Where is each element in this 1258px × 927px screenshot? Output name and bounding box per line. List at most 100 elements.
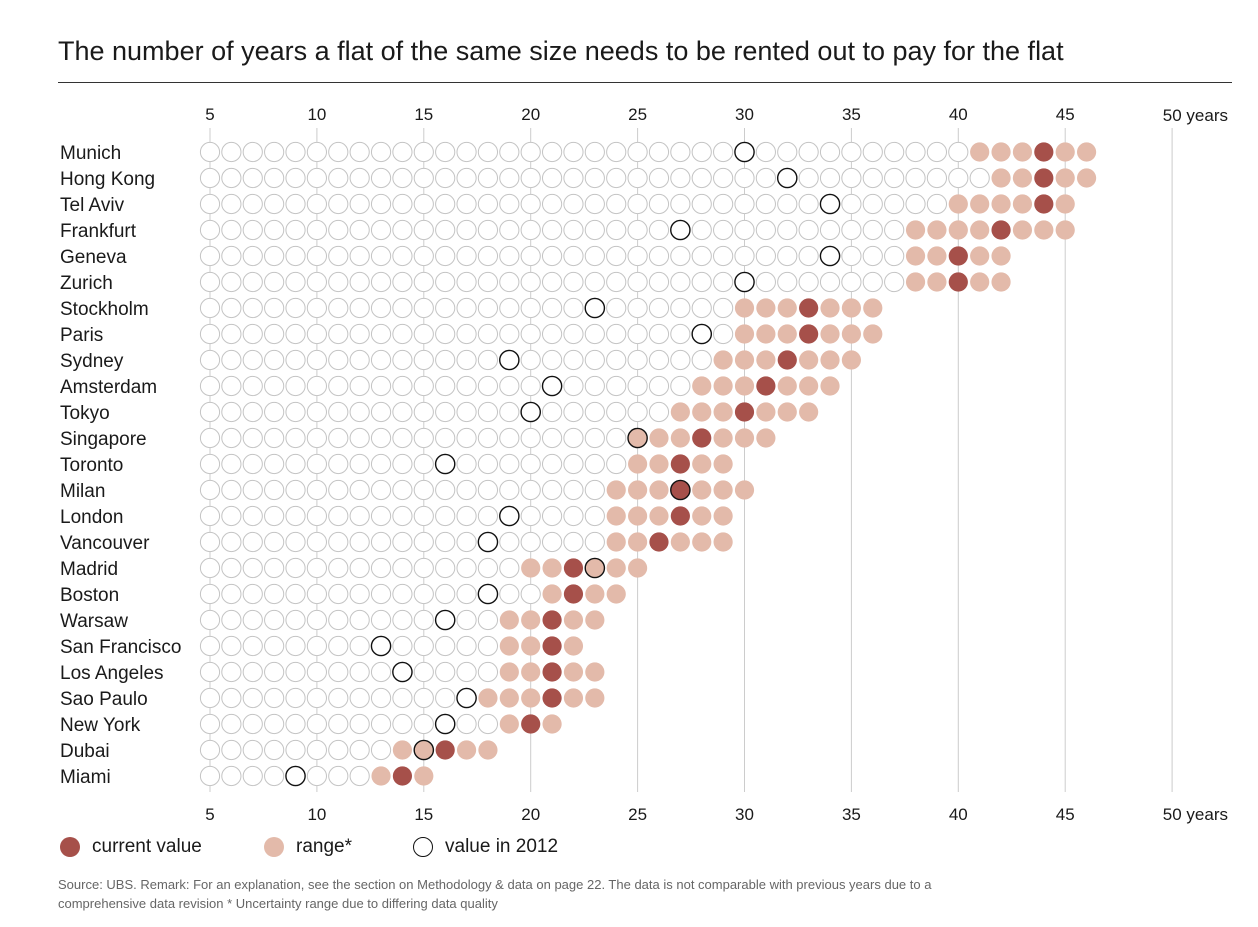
legend-item-current: current value xyxy=(60,836,202,858)
empty-dot xyxy=(948,167,969,189)
empty-dot xyxy=(584,531,605,553)
value-2012-marker xyxy=(541,375,563,397)
x-tick-label-top: 30 xyxy=(735,105,754,124)
empty-dot xyxy=(670,297,691,319)
empty-dot xyxy=(285,609,306,631)
empty-dot xyxy=(199,687,221,709)
empty-dot xyxy=(648,193,670,215)
empty-dot xyxy=(413,141,434,163)
empty-dot xyxy=(392,401,413,423)
x-unit-label-top: 50 years xyxy=(1163,106,1228,125)
range-dot xyxy=(799,402,819,422)
range-dot xyxy=(585,610,605,630)
empty-dot xyxy=(841,219,862,241)
city-label: Tel Aviv xyxy=(60,195,125,216)
range-dot xyxy=(1055,142,1075,162)
x-tick-label-top: 15 xyxy=(414,105,433,124)
empty-dot xyxy=(328,141,349,163)
empty-dot xyxy=(541,297,563,319)
empty-dot xyxy=(349,375,370,397)
empty-dot xyxy=(606,349,627,371)
empty-dot xyxy=(370,687,392,709)
empty-dot xyxy=(670,375,691,397)
range-dot xyxy=(863,298,883,318)
empty-dot xyxy=(242,609,263,631)
empty-dot xyxy=(328,557,349,579)
empty-dot xyxy=(264,401,285,423)
empty-dot xyxy=(670,141,691,163)
city-label: Boston xyxy=(60,585,119,606)
empty-dot xyxy=(349,713,370,735)
empty-dot xyxy=(392,557,413,579)
empty-dot xyxy=(221,375,242,397)
empty-dot xyxy=(456,401,477,423)
empty-dot xyxy=(413,609,434,631)
range-dot xyxy=(841,298,862,318)
empty-dot xyxy=(199,453,221,475)
empty-dot xyxy=(648,401,670,423)
empty-dot xyxy=(584,453,605,475)
empty-dot xyxy=(926,141,948,163)
empty-dot xyxy=(221,141,242,163)
range-dot xyxy=(1055,220,1075,240)
empty-dot xyxy=(328,245,349,267)
empty-dot xyxy=(285,219,306,241)
range-dot xyxy=(927,220,947,240)
empty-dot xyxy=(520,453,541,475)
city-label: Vancouver xyxy=(60,533,150,554)
empty-dot xyxy=(520,245,541,267)
range-dot xyxy=(499,610,519,630)
empty-dot xyxy=(477,297,499,319)
value-2012-marker xyxy=(434,609,456,631)
empty-dot xyxy=(691,349,712,371)
empty-dot xyxy=(541,193,563,215)
city-label: Dubai xyxy=(60,741,110,762)
empty-dot xyxy=(264,609,285,631)
empty-dot xyxy=(456,323,477,345)
empty-dot xyxy=(456,427,477,449)
empty-dot xyxy=(242,141,263,163)
empty-dot xyxy=(413,193,434,215)
x-tick-label-top: 35 xyxy=(842,105,861,124)
empty-dot xyxy=(456,193,477,215)
empty-dot xyxy=(242,271,263,293)
empty-dot xyxy=(563,323,584,345)
empty-dot xyxy=(264,557,285,579)
empty-dot xyxy=(370,167,392,189)
empty-dot xyxy=(520,583,541,605)
current-value-dot xyxy=(1034,168,1054,188)
empty-dot xyxy=(499,531,520,553)
range-dot xyxy=(563,610,584,630)
empty-dot xyxy=(306,739,327,761)
range-dot xyxy=(799,376,819,396)
empty-dot xyxy=(370,739,392,761)
empty-dot xyxy=(221,687,242,709)
empty-dot xyxy=(435,219,456,241)
range-dot xyxy=(670,428,690,448)
empty-dot xyxy=(306,609,327,631)
empty-dot xyxy=(713,271,734,293)
empty-dot xyxy=(606,141,627,163)
range-dot xyxy=(606,558,626,578)
x-tick-label-bottom: 40 xyxy=(949,805,968,824)
value-2012-marker xyxy=(584,297,606,319)
empty-dot xyxy=(242,349,263,371)
empty-dot xyxy=(264,271,285,293)
range-dot xyxy=(991,272,1011,292)
empty-dot xyxy=(349,479,370,501)
value-2012-marker xyxy=(413,739,435,761)
empty-dot xyxy=(627,167,648,189)
dot-plot: 5 5 10 10 15 15 20 20 25 25 30 30 35 35 40 40 45 45 50 yea… xyxy=(60,105,1228,824)
empty-dot xyxy=(713,167,734,189)
range-dot xyxy=(692,376,712,396)
empty-dot xyxy=(306,271,327,293)
empty-dot xyxy=(392,505,413,527)
empty-dot xyxy=(798,141,819,163)
current-value-dot xyxy=(777,350,797,370)
empty-dot xyxy=(242,583,263,605)
empty-dot xyxy=(370,193,392,215)
city-label: Stockholm xyxy=(60,299,149,320)
range-dot xyxy=(820,298,840,318)
empty-dot xyxy=(541,271,563,293)
empty-dot xyxy=(221,453,242,475)
